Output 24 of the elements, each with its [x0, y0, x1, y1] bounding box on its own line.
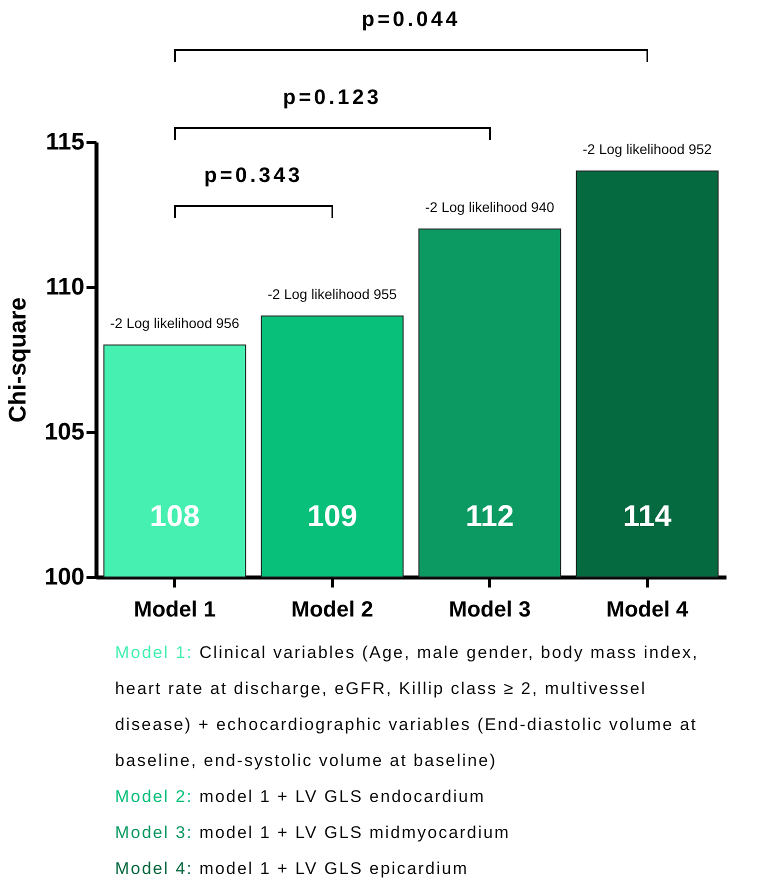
data-label: 112 [466, 500, 514, 533]
x-tick-label: Model 2 [291, 596, 374, 622]
text: Model 4: model 1 + LV GLS epicardium [115, 858, 470, 880]
y-tick-label: 110 [46, 274, 84, 300]
annotation: -2 Log likelihood 940 [425, 199, 555, 215]
annotation: -2 Log likelihood 955 [268, 286, 398, 302]
y-tick-label: 105 [44, 418, 84, 446]
text: Model 2: model 1 + LV GLS endocardium [115, 786, 486, 808]
y-tick-label: 100 [44, 564, 84, 590]
y-axis-title: Chi-square [4, 297, 32, 423]
data-label: 109 [307, 500, 358, 533]
data-label: 108 [150, 500, 200, 533]
text: Model 1: Clinical variables (Age, male gender, body mass index, heart rate at discharge, eGFR, Killip class ≥ 2, multivessel disease) + echocardiographic variables (End-diastolic volume at baseline, end-systolic volume at baseline) [115, 642, 700, 772]
text: p=0.044 [362, 8, 460, 32]
x-tick-label: Model 4 [606, 596, 689, 622]
text: Model 3: model 1 + LV GLS midmyocardium [115, 822, 512, 844]
y-tick-label: 115 [46, 128, 84, 156]
annotation: -2 Log likelihood 952 [582, 141, 712, 157]
text: p=0.123 [282, 86, 382, 110]
x-tick-label: Model 1 [134, 596, 216, 622]
annotation: -2 Log likelihood 956 [110, 315, 240, 331]
data-label: 114 [623, 500, 672, 533]
annotation: p=0.343 [204, 164, 303, 188]
x-tick-label: Model 3 [448, 596, 531, 622]
